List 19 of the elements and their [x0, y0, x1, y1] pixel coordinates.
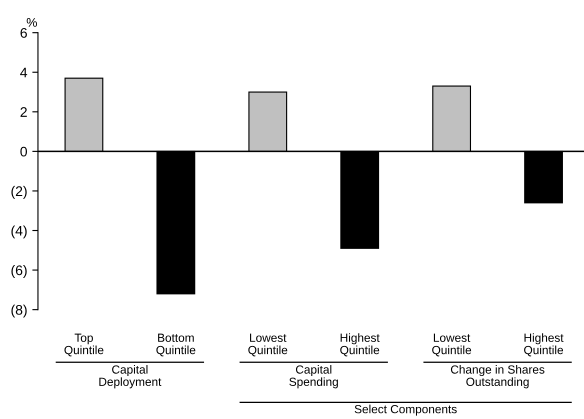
- x-tick-label: Lowest Quintile: [248, 334, 288, 356]
- x-tick-label: Highest Quintile: [340, 333, 380, 356]
- x-tick-label: Lowest Quintile: [432, 334, 472, 356]
- y-tick-label: (8): [11, 304, 27, 318]
- y-tick-label: (6): [11, 265, 27, 278]
- y-tick-label: (4): [11, 225, 27, 238]
- y-tick-label: 6: [20, 28, 27, 38]
- x-tick-label: Highest Quintile: [524, 333, 564, 356]
- text: Change in Shares Outstanding: [450, 365, 544, 388]
- y-tick-label: 0: [20, 146, 27, 157]
- text: Select Components: [354, 404, 457, 416]
- text: Capital Spending: [289, 365, 338, 388]
- x-tick-label: Top Quintile: [64, 334, 104, 356]
- y-tick-label: 4: [20, 68, 28, 78]
- y-tick-label: 2: [20, 107, 27, 117]
- y-axis-title: %: [26, 18, 37, 27]
- text: Capital Deployment: [99, 365, 162, 388]
- x-tick-label: Bottom Quintile: [156, 334, 196, 356]
- y-tick-label: (2): [11, 186, 27, 199]
